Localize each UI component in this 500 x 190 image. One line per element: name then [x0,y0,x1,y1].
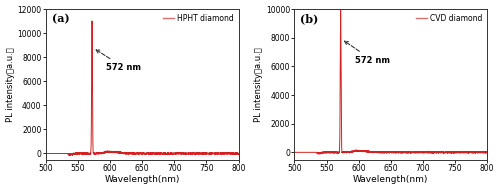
Text: 572 nm: 572 nm [344,41,390,65]
Y-axis label: PL intensity（a.u.）: PL intensity（a.u.） [6,47,15,122]
Y-axis label: PL intensity（a.u.）: PL intensity（a.u.） [254,47,263,122]
X-axis label: Wavelength(nm): Wavelength(nm) [353,175,428,184]
Legend: CVD diamond: CVD diamond [415,13,484,23]
X-axis label: Wavelength(nm): Wavelength(nm) [104,175,180,184]
Legend: HPHT diamond: HPHT diamond [162,13,235,23]
Text: (b): (b) [300,13,318,25]
Text: (a): (a) [52,13,69,25]
Text: 572 nm: 572 nm [96,50,141,72]
